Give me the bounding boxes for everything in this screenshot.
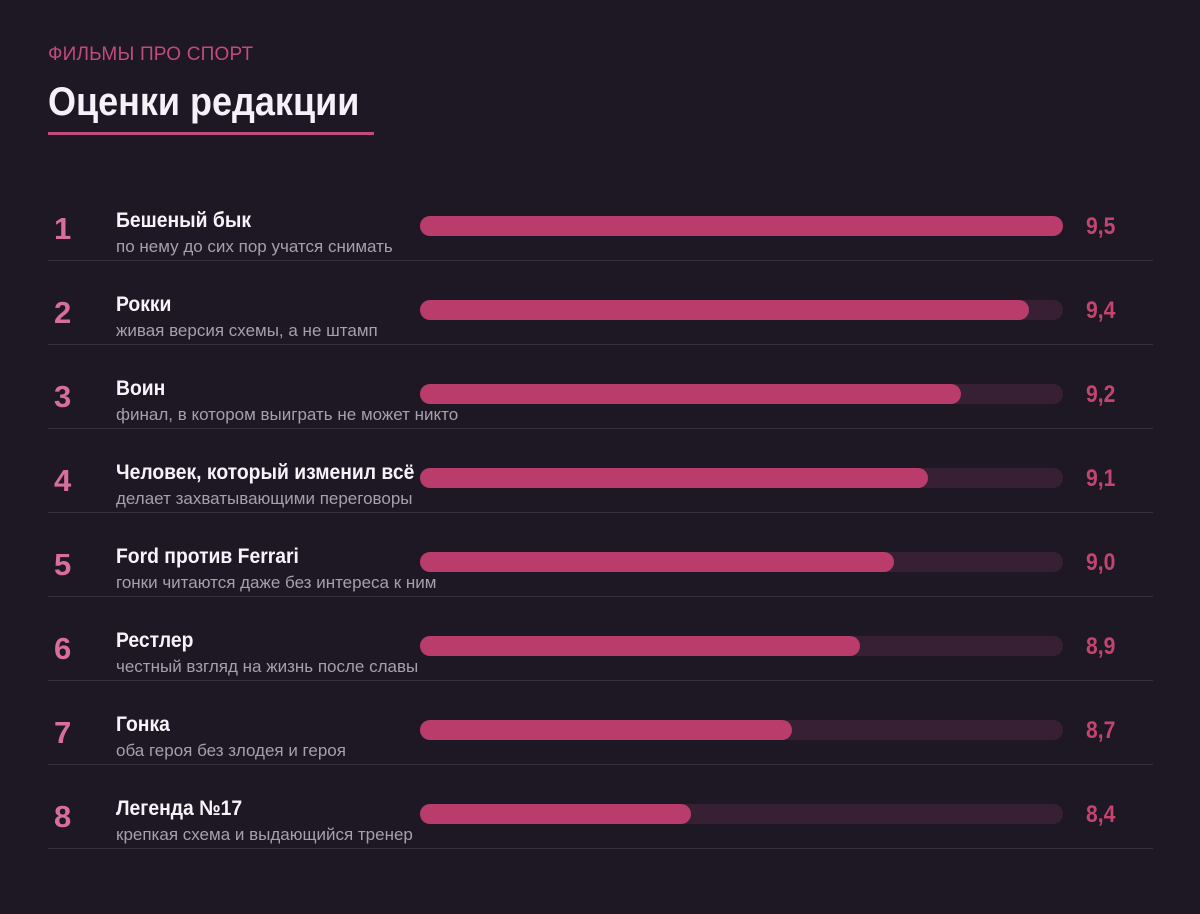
rank-number: 2 [54, 295, 72, 330]
rating-bar [420, 552, 894, 572]
film-note: финал, в котором выиграть не может никто [116, 405, 459, 424]
film-note: крепкая схема и выдающийся тренер [116, 825, 413, 844]
rating-value: 8,7 [1086, 717, 1116, 744]
film-note: делает захватывающими переговоры [116, 489, 413, 508]
ratings-chart: 1 Бешеный бык по нему до сих пор учатся сн… [48, 177, 1153, 849]
bar-track [420, 552, 1063, 572]
rating-row: 5 Ford против Ferrari гонки читаются даже … [48, 513, 1153, 597]
rating-value: 9,1 [1086, 465, 1116, 492]
rating-value: 9,5 [1086, 213, 1116, 240]
rating-value: 9,0 [1086, 549, 1116, 576]
film-note: живая версия схемы, а не штамп [116, 321, 378, 340]
film-title: Ford против Ferrari [116, 545, 299, 568]
film-note: честный взгляд на жизнь после славы [116, 657, 419, 676]
bar-track [420, 720, 1063, 740]
rating-value: 9,2 [1086, 381, 1116, 408]
film-note: по нему до сих пор учатся снимать [116, 237, 393, 256]
rank-number: 5 [54, 547, 72, 582]
rating-row: 7 Гонка оба героя без злодея и героя 8,7 [48, 681, 1153, 765]
rating-bar [420, 720, 793, 740]
film-title: Воин [116, 377, 166, 400]
film-title: Легенда №17 [116, 797, 243, 820]
film-note: оба героя без злодея и героя [116, 741, 346, 760]
kicker: ФИЛЬМЫ ПРО СПОРТ [48, 44, 254, 65]
rating-value: 9,4 [1086, 297, 1116, 324]
rating-row: 6 Рестлер честный взгляд на жизнь после сл… [48, 597, 1153, 681]
rank-number: 6 [54, 631, 72, 666]
rating-row: 8 Легенда №17 крепкая схема и выдающийся т… [48, 765, 1153, 849]
film-note: гонки читаются даже без интереса к ним [116, 573, 437, 592]
rating-bar [420, 636, 860, 656]
title-underline [48, 132, 374, 135]
film-title: Гонка [116, 713, 170, 736]
rating-bar [420, 300, 1030, 320]
rating-row: 3 Воин финал, в котором выиграть не может … [48, 345, 1153, 429]
film-title: Бешеный бык [116, 209, 251, 232]
film-title: Человек, который изменил всё [116, 461, 415, 484]
page-title: Оценки редакции [48, 80, 360, 124]
rank-number: 3 [54, 379, 72, 414]
bar-track [420, 468, 1063, 488]
rating-row: 4 Человек, который изменил всё делает захв… [48, 429, 1153, 513]
rating-row: 2 Рокки живая версия схемы, а не штамп 9,4 [48, 261, 1153, 345]
rating-value: 8,9 [1086, 633, 1116, 660]
bar-track [420, 804, 1063, 824]
film-title: Рестлер [116, 629, 194, 652]
film-title: Рокки [116, 293, 172, 316]
rating-bar [420, 804, 691, 824]
bar-track [420, 300, 1063, 320]
bar-track [420, 636, 1063, 656]
rating-bar [420, 216, 1063, 236]
rating-row: 1 Бешеный бык по нему до сих пор учатся сн… [48, 177, 1153, 261]
bar-track [420, 384, 1063, 404]
bar-track [420, 216, 1063, 236]
rating-value: 8,4 [1086, 801, 1116, 828]
rank-number: 7 [54, 715, 72, 750]
rank-number: 1 [54, 211, 72, 246]
rank-number: 8 [54, 799, 72, 834]
rank-number: 4 [54, 463, 72, 498]
rating-bar [420, 384, 962, 404]
rating-bar [420, 468, 928, 488]
